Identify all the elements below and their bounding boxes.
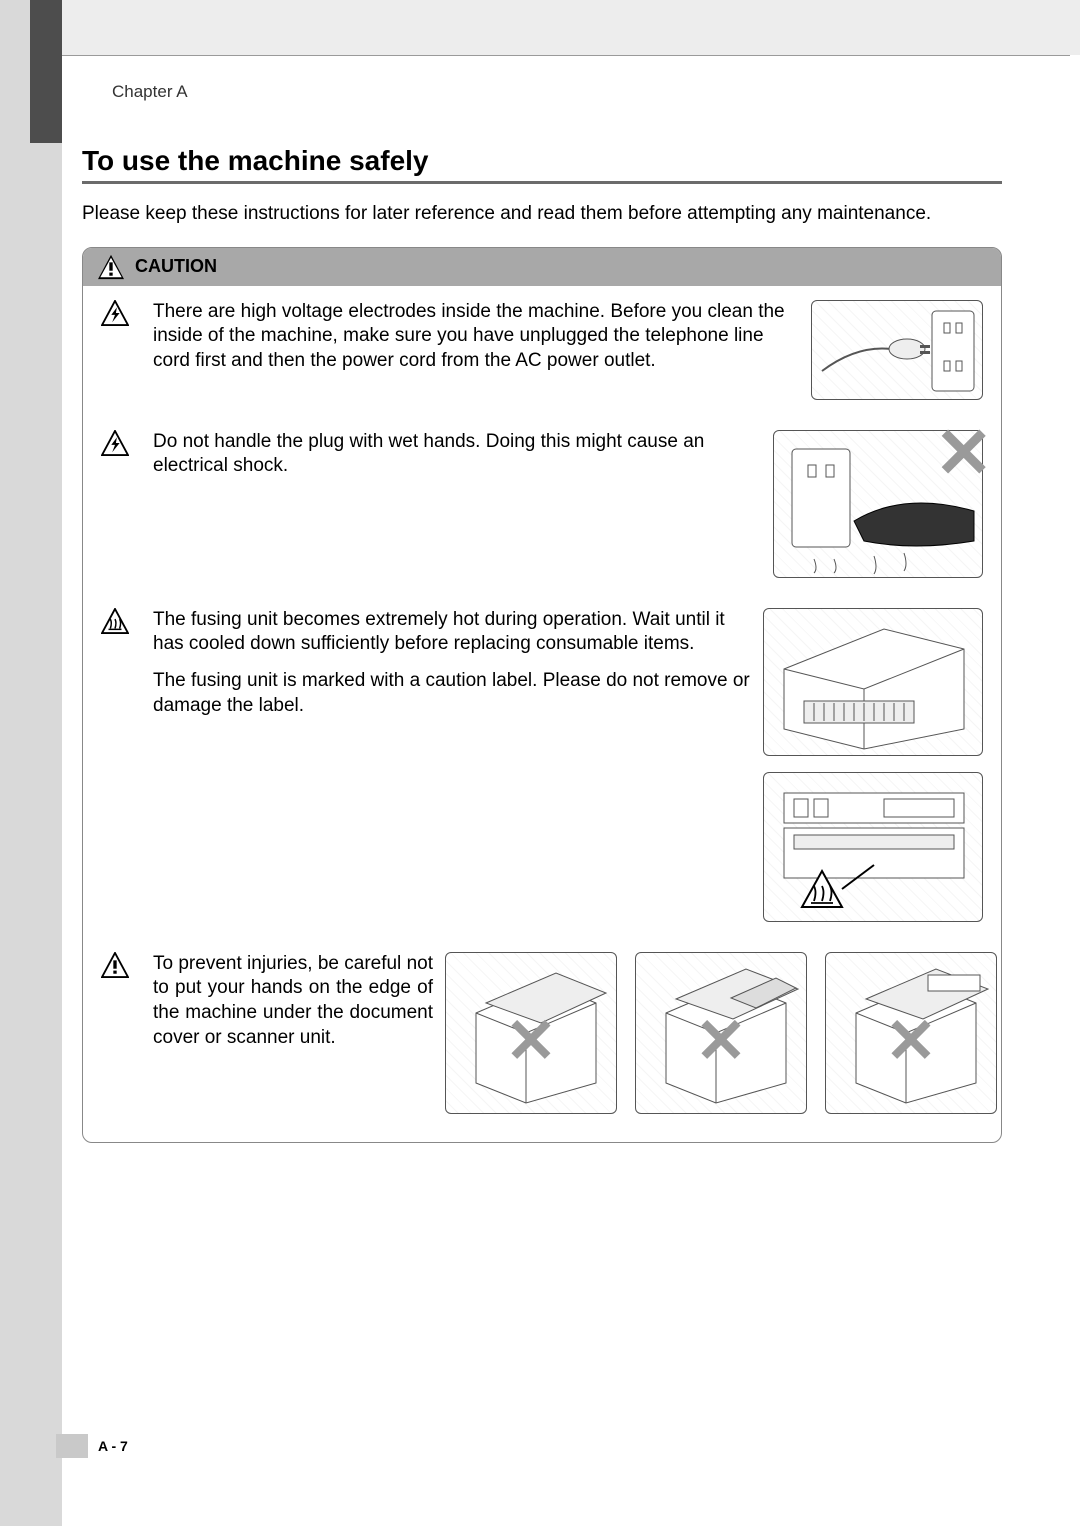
caution-item-text: Do not handle the plug with wet hands. D…	[153, 430, 761, 479]
page-number: A - 7	[98, 1438, 128, 1454]
caution-item-image	[811, 300, 983, 400]
caution-item: The fusing unit becomes extremely hot du…	[101, 608, 983, 922]
caution-item-text: The fusing unit becomes extremely hot du…	[153, 608, 751, 731]
top-divider	[62, 55, 1070, 56]
caution-body: There are high voltage electrodes inside…	[83, 286, 1001, 1142]
prohibited-x-icon: ✕	[885, 1003, 937, 1076]
page-footer: A - 7	[56, 1434, 128, 1458]
warning-icon	[97, 254, 125, 280]
caution-item: There are high voltage electrodes inside…	[101, 300, 983, 400]
caution-item-para: The fusing unit becomes extremely hot du…	[153, 608, 751, 657]
top-strip	[62, 0, 1080, 55]
fusing-unit-illustration	[763, 608, 983, 756]
caution-title: CAUTION	[135, 256, 217, 277]
caution-item-text: There are high voltage electrodes inside…	[153, 300, 799, 374]
caution-label-illustration	[763, 772, 983, 922]
caution-header: CAUTION	[83, 248, 1001, 286]
caution-item-para: The fusing unit is marked with a caution…	[153, 669, 751, 718]
shock-hazard-icon	[101, 430, 129, 456]
caution-item-text: To prevent injuries, be careful not to p…	[153, 952, 433, 1051]
caution-item: To prevent injuries, be careful not to p…	[101, 952, 983, 1114]
left-margin-tab	[30, 0, 62, 143]
warning-icon	[101, 952, 129, 978]
caution-item: Do not handle the plug with wet hands. D…	[101, 430, 983, 578]
prohibited-x-icon: ✕	[505, 1003, 557, 1076]
caution-item-image: ✕	[773, 430, 983, 578]
caution-item-image-row: ✕ ✕	[445, 952, 997, 1114]
prohibited-x-icon: ✕	[695, 1003, 747, 1076]
intro-text: Please keep these instructions for later…	[82, 202, 1002, 227]
page-title: To use the machine safely	[82, 145, 1002, 184]
unplug-illustration	[811, 300, 983, 400]
chapter-label: Chapter A	[112, 82, 188, 102]
main-content: To use the machine safely Please keep th…	[82, 145, 1002, 1143]
footer-tab	[56, 1434, 88, 1458]
caution-item-image	[763, 608, 983, 922]
hot-surface-icon	[101, 608, 129, 634]
shock-hazard-icon	[101, 300, 129, 326]
prohibited-x-icon: ✕	[934, 412, 993, 494]
left-margin-bar	[0, 0, 62, 1526]
caution-box: CAUTION There are high voltage electrode…	[82, 247, 1002, 1143]
